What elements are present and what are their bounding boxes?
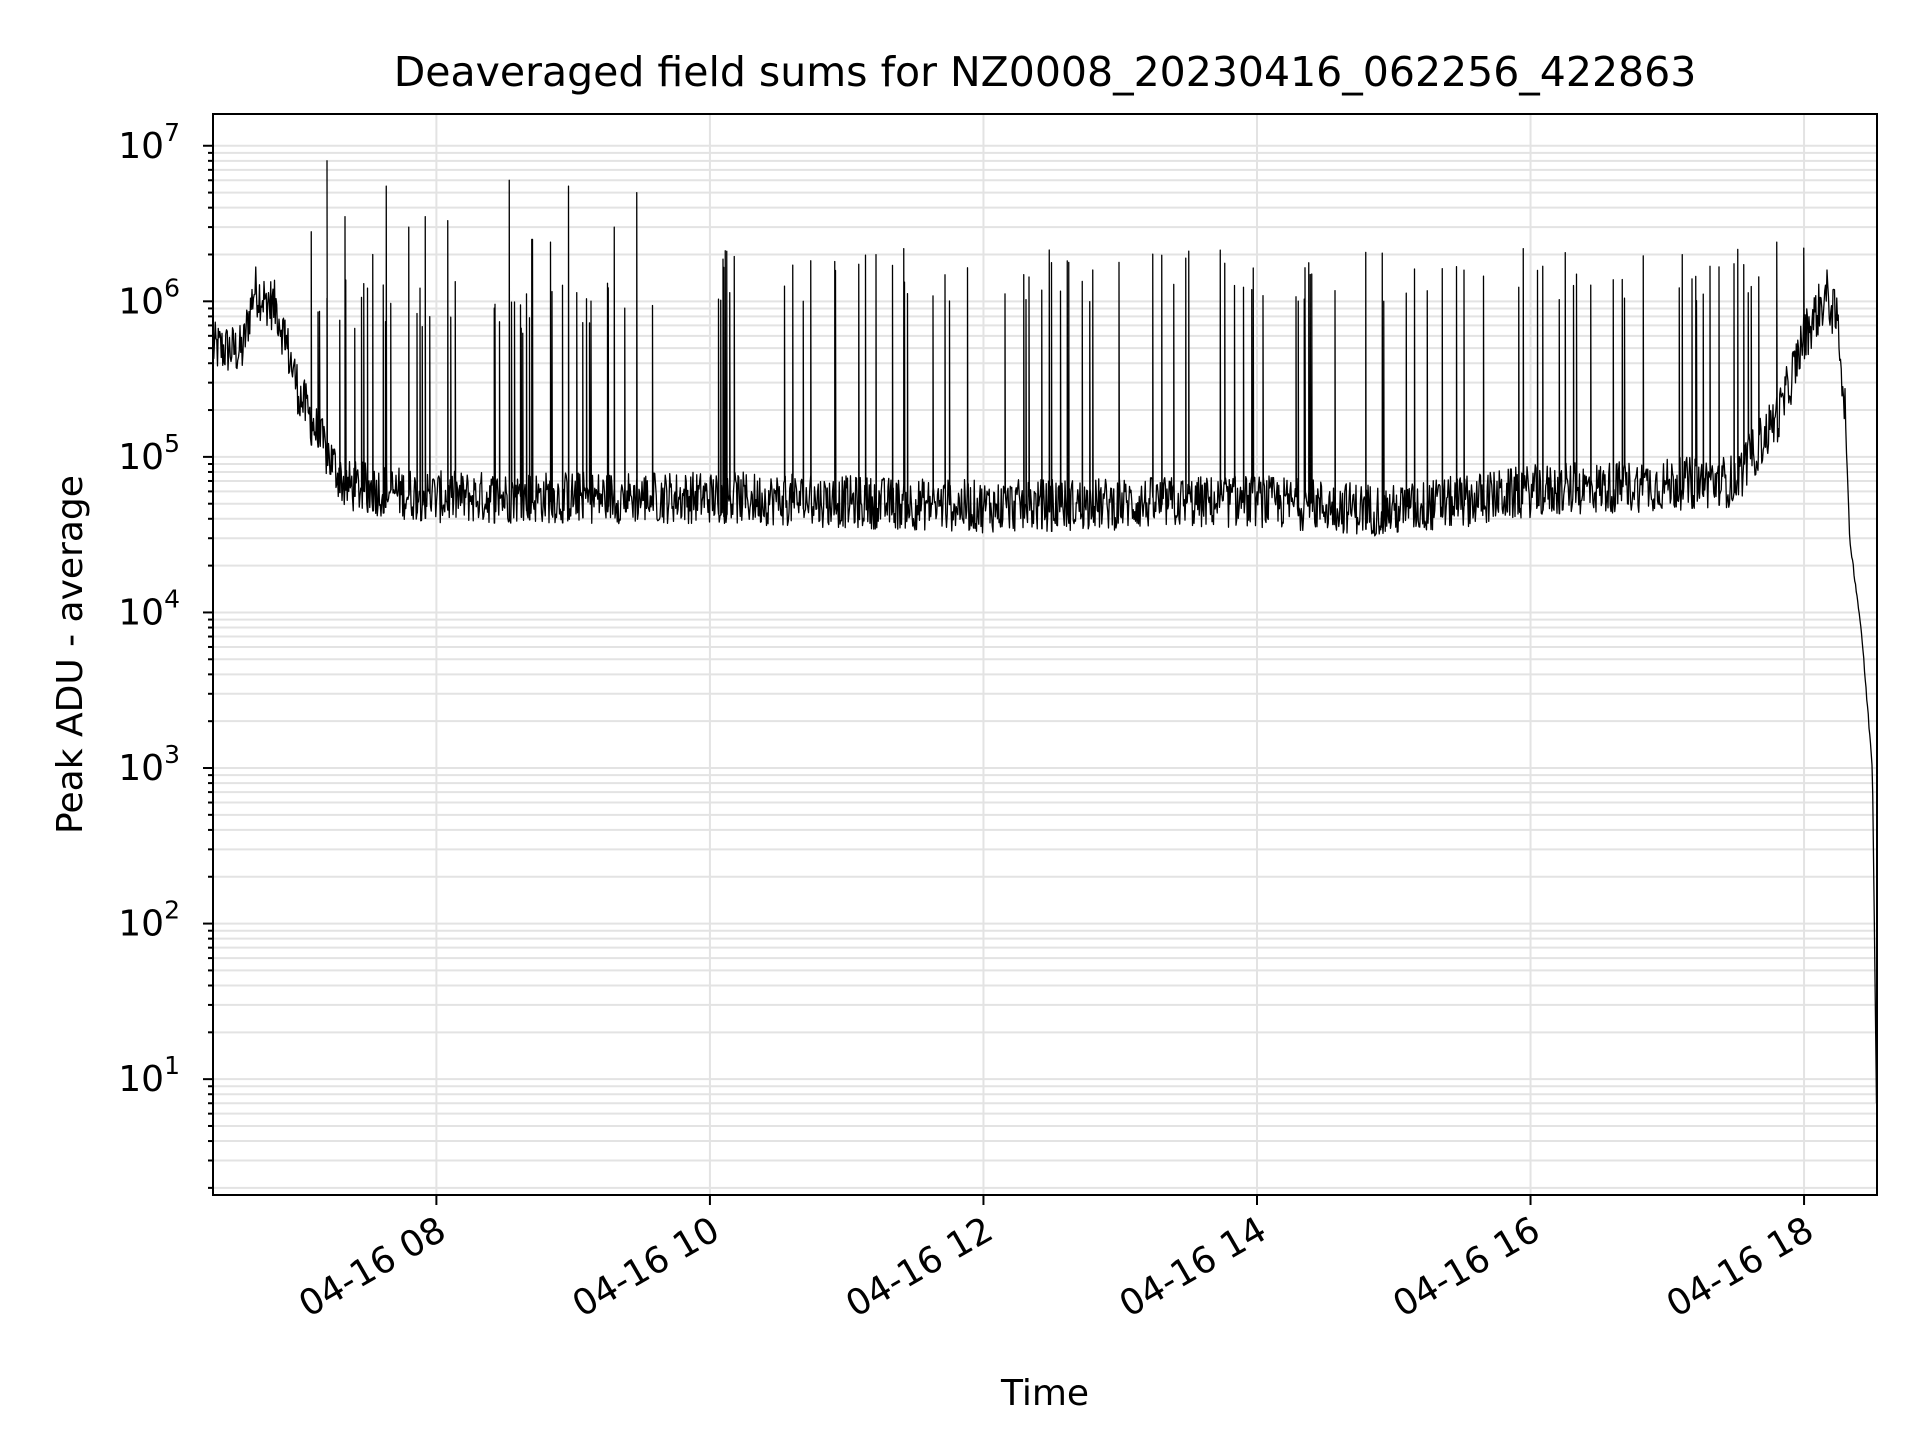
y-tick-base: 10 — [118, 592, 164, 633]
y-tick-exponent: 6 — [164, 273, 180, 302]
y-tick-exponent: 7 — [164, 118, 180, 147]
y-tick-label-5: 106 — [118, 273, 180, 322]
y-tick-exponent: 5 — [164, 429, 180, 458]
y-tick-label-0: 101 — [118, 1051, 180, 1100]
y-tick-base: 10 — [118, 1059, 164, 1100]
y-tick-exponent: 4 — [164, 584, 180, 613]
y-tick-base: 10 — [118, 437, 164, 478]
y-tick-base: 10 — [118, 904, 164, 945]
y-tick-label-2: 103 — [118, 740, 180, 789]
y-tick-base: 10 — [118, 126, 164, 167]
y-tick-base: 10 — [118, 748, 164, 789]
chart-title: Deaveraged field sums for NZ0008_2023041… — [394, 48, 1697, 96]
y-tick-label-3: 104 — [118, 584, 180, 633]
y-tick-label-1: 102 — [118, 896, 180, 945]
y-axis-label: Peak ADU - average — [50, 475, 91, 834]
y-tick-exponent: 2 — [164, 896, 180, 925]
plot-frame — [212, 113, 1878, 1196]
y-tick-base: 10 — [118, 281, 164, 322]
y-tick-label-6: 107 — [118, 118, 180, 167]
series-layer — [212, 160, 1878, 1104]
x-axis-label: Time — [1000, 1373, 1089, 1414]
y-tick-exponent: 3 — [164, 740, 180, 769]
y-tick-exponent: 1 — [164, 1051, 180, 1080]
grid-layer — [213, 114, 1877, 1195]
series-line — [212, 160, 1878, 1104]
y-tick-label-4: 105 — [118, 429, 180, 478]
